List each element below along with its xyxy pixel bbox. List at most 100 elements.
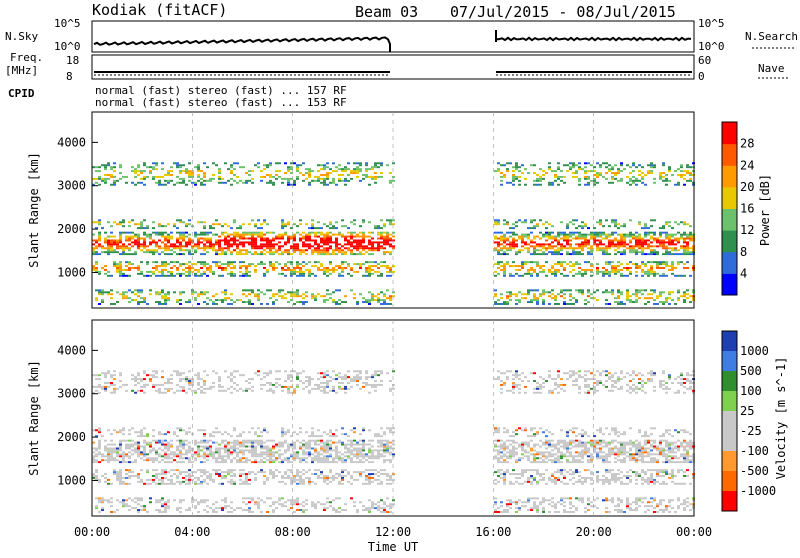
velocity-cell	[308, 447, 311, 449]
power-cell	[239, 251, 242, 253]
power-cell	[659, 227, 662, 229]
power-cell	[494, 301, 497, 303]
power-cell	[620, 301, 623, 303]
power-cell	[167, 172, 170, 174]
velocity-cell	[155, 499, 158, 501]
power-cell	[230, 293, 233, 295]
power-cell	[551, 297, 554, 299]
velocity-cell	[161, 469, 164, 471]
power-cell	[317, 247, 320, 249]
velocity-cell	[206, 511, 209, 513]
velocity-cell	[164, 447, 167, 449]
velocity-cell	[194, 471, 197, 473]
velocity-cell	[305, 477, 308, 479]
power-cell	[116, 247, 119, 249]
velocity-cell	[188, 479, 191, 481]
velocity-cell	[368, 477, 371, 479]
velocity-cell	[296, 483, 299, 485]
power-cell	[269, 162, 272, 164]
velocity-cell	[305, 509, 308, 511]
velocity-cell	[221, 390, 224, 392]
power-cell	[668, 221, 671, 223]
power-cell	[323, 223, 326, 225]
power-cell	[569, 247, 572, 249]
velocity-cell	[188, 382, 191, 384]
power-cell	[308, 271, 311, 273]
power-cell	[644, 184, 647, 186]
power-cell	[371, 247, 374, 249]
velocity-cell	[107, 386, 110, 388]
power-cell	[551, 245, 554, 247]
velocity-cell	[137, 451, 140, 453]
velocity-cell	[239, 475, 242, 477]
power-cell	[182, 239, 185, 241]
power-cell	[500, 238, 503, 240]
power-cell	[110, 247, 113, 249]
velocity-cell	[233, 447, 236, 449]
velocity-cell	[161, 503, 164, 505]
power-cell	[572, 249, 575, 251]
power-cell	[365, 299, 368, 301]
power-cell	[248, 174, 251, 176]
power-cell	[515, 253, 518, 255]
velocity-cell	[167, 505, 170, 507]
velocity-cell	[269, 440, 272, 442]
power-cell	[323, 251, 326, 253]
power-cell	[521, 265, 524, 267]
power-cell	[320, 238, 323, 240]
power-cell	[554, 263, 557, 265]
velocity-cell	[122, 433, 125, 435]
power-cell	[263, 234, 266, 236]
power-cell	[119, 261, 122, 263]
velocity-cell	[323, 392, 326, 394]
power-cell	[680, 238, 683, 240]
power-cell	[593, 180, 596, 182]
velocity-cell	[314, 388, 317, 390]
power-cell	[512, 178, 515, 180]
velocity-cell	[362, 455, 365, 457]
velocity-cell	[113, 473, 116, 475]
power-cell	[95, 178, 98, 180]
velocity-cell	[182, 447, 185, 449]
velocity-cell	[314, 384, 317, 386]
power-cell	[176, 261, 179, 263]
velocity-cell	[239, 449, 242, 451]
power-cell	[272, 265, 275, 267]
velocity-cell	[194, 477, 197, 479]
power-cell	[338, 168, 341, 170]
velocity-cell	[263, 442, 266, 444]
power-cell	[98, 245, 101, 247]
power-cell	[338, 247, 341, 249]
velocity-cell	[134, 384, 137, 386]
velocity-cell	[281, 427, 284, 429]
power-cell	[131, 299, 134, 301]
power-cell	[224, 251, 227, 253]
power-cell	[356, 253, 359, 255]
velocity-cell	[119, 380, 122, 382]
power-cell	[113, 236, 116, 238]
power-cell	[308, 275, 311, 277]
velocity-cell	[182, 442, 185, 444]
power-cell	[584, 241, 587, 243]
velocity-cell	[287, 449, 290, 451]
power-cell	[359, 225, 362, 227]
velocity-cell	[119, 440, 122, 442]
velocity-cell	[209, 388, 212, 390]
power-cell	[557, 232, 560, 234]
power-cell	[350, 267, 353, 269]
power-cell	[245, 234, 248, 236]
power-cell	[503, 271, 506, 273]
power-cell	[626, 247, 629, 249]
velocity-cell	[317, 477, 320, 479]
velocity-cell	[236, 447, 239, 449]
power-cell	[503, 238, 506, 240]
power-cell	[500, 172, 503, 174]
velocity-cell	[356, 376, 359, 378]
velocity-cell	[122, 461, 125, 463]
velocity-cell	[317, 461, 320, 463]
power-cell	[119, 267, 122, 269]
velocity-cell	[314, 444, 317, 446]
velocity-cell	[311, 378, 314, 380]
velocity-cell	[140, 446, 143, 448]
velocity-cell	[158, 440, 161, 442]
